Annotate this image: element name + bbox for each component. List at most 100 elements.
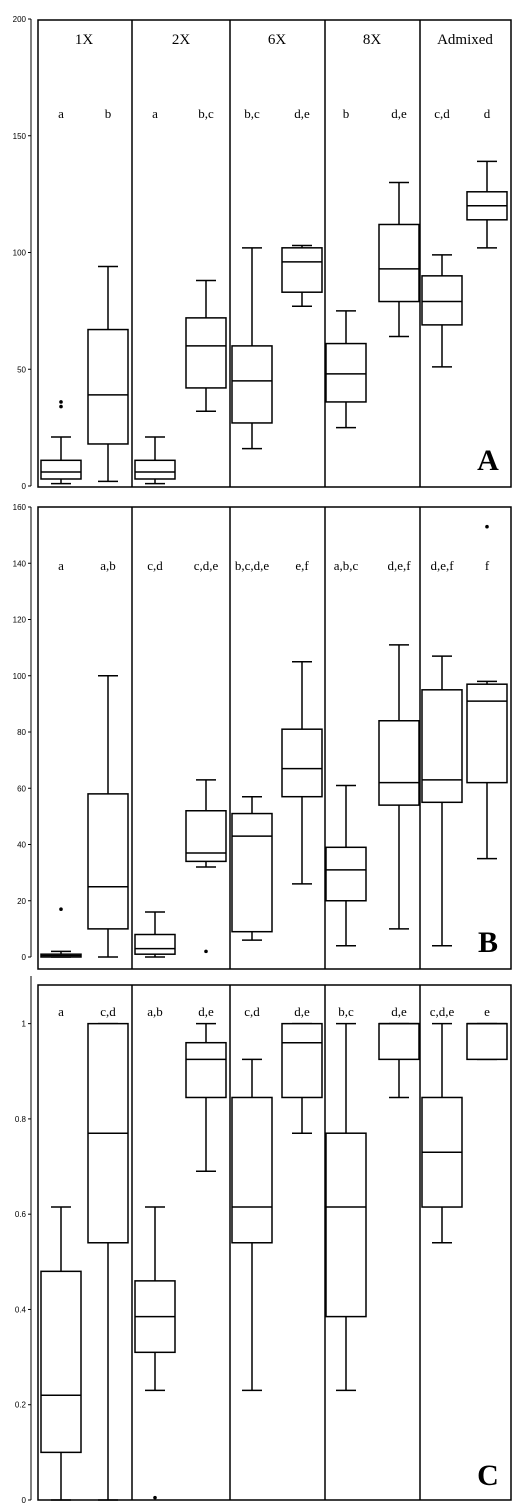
box-iqr <box>231 812 273 933</box>
outlier-point <box>59 400 63 404</box>
box-8: d,e <box>378 106 420 338</box>
significance-label: e <box>484 1004 490 1019</box>
significance-label: e,f <box>295 558 309 573</box>
panel-B: 0 20 40 60 80 100 120 140 160 Ba a,b c,d c,d,e b,c,d,… <box>13 503 512 970</box>
group-label: 8X <box>363 32 382 48</box>
box-9: c,d,e <box>421 1004 463 1244</box>
box-iqr <box>281 1022 323 1099</box>
outlier-point <box>485 524 489 529</box>
significance-label: c,d <box>147 558 163 573</box>
box-iqr <box>325 1132 367 1318</box>
significance-label: d,e <box>391 106 407 121</box>
y-tick-label: 0 <box>22 953 27 962</box>
significance-label: d <box>484 106 491 121</box>
box-9: d,e,f <box>421 558 463 947</box>
y-tick-label: 0 <box>22 482 27 491</box>
box-iqr <box>87 328 129 445</box>
y-tick-label: 0 <box>22 1496 27 1503</box>
significance-label: c,d <box>244 1004 260 1019</box>
box-7: b <box>325 106 367 429</box>
box-iqr <box>378 223 420 303</box>
box-10: f <box>466 524 508 860</box>
box-iqr <box>421 689 463 804</box>
significance-label: c,d,e <box>194 558 219 573</box>
y-tick-label: 1 <box>22 1020 27 1029</box>
y-tick-label: 100 <box>13 249 27 258</box>
box-4: c,d,e <box>185 558 227 954</box>
box-7: b,c <box>325 1004 367 1392</box>
significance-label: a,b,c <box>334 558 359 573</box>
significance-label: c,d <box>100 1004 116 1019</box>
outlier-point <box>59 907 63 911</box>
y-tick-label: 0.4 <box>15 1305 27 1314</box>
box-6: d,e <box>281 1004 323 1134</box>
y-tick-label: 80 <box>17 728 26 737</box>
panel-A: 0 50 100 150 200 1X 2X 6X 8X Admixed Aa b a b,c b,c d,e… <box>13 15 512 491</box>
box-8: d,e <box>378 1004 420 1099</box>
box-iqr <box>281 247 323 293</box>
group-label: 6X <box>268 32 287 48</box>
significance-label: c,d <box>434 106 450 121</box>
panel-letter: A <box>477 444 499 477</box>
significance-label: d,e <box>198 1004 214 1019</box>
significance-label: a <box>58 1004 64 1019</box>
y-tick-label: 50 <box>17 365 26 374</box>
box-1: a <box>40 558 82 958</box>
box-4: b,c <box>185 106 227 413</box>
y-tick-label: 20 <box>17 897 26 906</box>
y-tick-label: 150 <box>13 132 27 141</box>
significance-label: b <box>343 106 350 121</box>
box-9: c,d <box>421 106 463 368</box>
significance-label: d,e <box>391 1004 407 1019</box>
panel-letter: C <box>477 1459 499 1492</box>
outlier-point <box>204 949 208 954</box>
box-iqr <box>281 728 323 798</box>
significance-label: b <box>105 106 112 121</box>
box-iqr <box>421 275 463 326</box>
box-iqr <box>134 459 176 480</box>
box-8: d,e,f <box>378 558 420 930</box>
box-iqr <box>134 933 176 955</box>
panel-frame <box>37 984 512 1501</box>
y-tick-label: 60 <box>17 784 26 793</box>
significance-label: d,e,f <box>387 558 411 573</box>
box-iqr <box>466 683 508 784</box>
significance-label: d,e <box>294 1004 310 1019</box>
box-iqr <box>185 317 227 389</box>
box-3: a,b <box>134 1004 176 1500</box>
box-iqr <box>40 1270 82 1454</box>
group-label: 1X <box>75 32 94 48</box>
significance-label: a,b <box>147 1004 163 1019</box>
box-iqr <box>231 345 273 424</box>
group-label: Admixed <box>437 32 493 48</box>
box-6: e,f <box>281 558 323 885</box>
y-tick-label: 40 <box>17 841 26 850</box>
box-iqr <box>466 1022 508 1061</box>
significance-label: c,d,e <box>430 1004 455 1019</box>
box-1: a <box>40 106 82 485</box>
box-iqr <box>325 342 367 403</box>
panel-letter: B <box>478 926 498 959</box>
box-10: d <box>466 106 508 249</box>
box-4: d,e <box>185 1004 227 1173</box>
panel-frame <box>37 506 512 970</box>
y-tick-label: 200 <box>13 15 27 24</box>
significance-label: a <box>58 558 64 573</box>
y-tick-label: 0.2 <box>15 1401 27 1410</box>
significance-label: d,e <box>294 106 310 121</box>
box-iqr <box>378 1022 420 1061</box>
outlier-point <box>153 1495 157 1500</box>
panel-C: 0 0.2 0.4 0.6 0.8 1 Ca c,d a,b d,e c,d d,e b,c d,e c,d… <box>15 976 512 1503</box>
group-label: 2X <box>172 32 191 48</box>
box-10: e <box>466 1004 508 1061</box>
box-2: b <box>87 106 129 483</box>
box-5: b,c <box>231 106 273 450</box>
y-tick-label: 0.6 <box>15 1210 27 1219</box>
box-iqr <box>185 810 227 863</box>
significance-label: b,c <box>338 1004 354 1019</box>
y-tick-label: 160 <box>13 503 27 512</box>
box-iqr <box>87 793 129 930</box>
box-5: b,c,d,e <box>231 558 273 941</box>
y-tick-label: 120 <box>13 616 27 625</box>
